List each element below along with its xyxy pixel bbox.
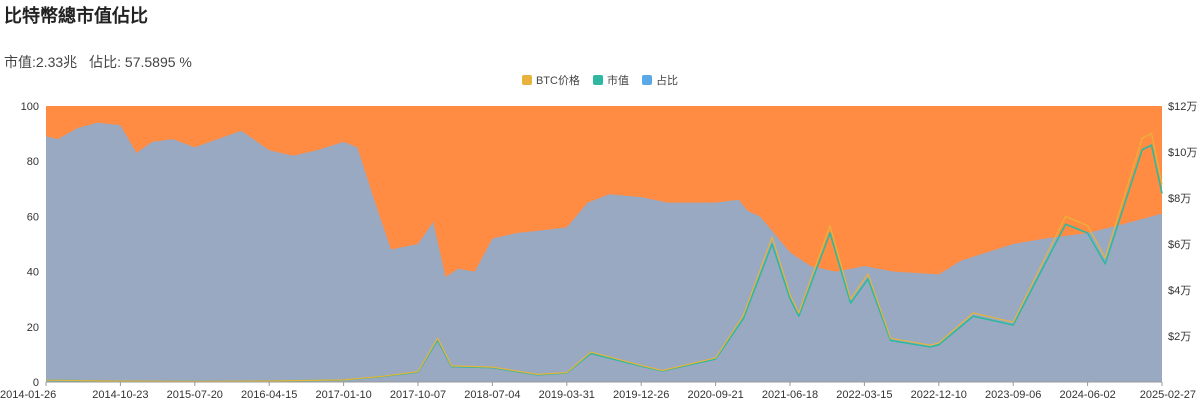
y-left-tick-label: 100	[21, 101, 39, 113]
y-right-tick-label: $6万	[1168, 239, 1191, 251]
x-tick-label: 2014-01-26	[0, 389, 56, 401]
x-tick-label: 2023-09-06	[985, 389, 1041, 401]
y-left-tick-label: 60	[27, 211, 39, 223]
y-left-tick-label: 40	[27, 267, 39, 279]
legend-label-btc-price: BTC价格	[535, 75, 580, 87]
legend-item-btc-price[interactable]: BTC价格	[521, 72, 580, 88]
x-tick-label: 2020-09-21	[687, 389, 743, 401]
y-right-tick-label: $2万	[1168, 331, 1191, 343]
x-tick-label: 2021-06-18	[762, 389, 818, 401]
y-left-tick-label: 20	[27, 322, 39, 334]
x-tick-label: 2022-12-10	[911, 389, 967, 401]
y-right-tick-label: $10万	[1168, 147, 1197, 159]
y-right-tick-label: $8万	[1168, 193, 1191, 205]
legend-swatch-market-cap	[593, 75, 603, 85]
legend-item-market-cap[interactable]: 市值	[593, 72, 629, 88]
page-title: 比特幣總市值佔比	[4, 6, 148, 26]
y-right-tick-label: $12万	[1168, 101, 1197, 113]
y-left-tick-label: 0	[33, 377, 39, 389]
y-right-tick-label: $4万	[1168, 285, 1191, 297]
stats-line: 市值:2.33兆 佔比: 57.5895 %	[4, 52, 192, 72]
y-left-tick-label: 80	[27, 156, 39, 168]
x-tick-label: 2019-12-26	[613, 389, 669, 401]
chart-legend: BTC价格 市值 占比	[0, 72, 1200, 88]
legend-item-share[interactable]: 占比	[642, 72, 678, 88]
market-cap-label: 市值:	[4, 54, 36, 70]
legend-swatch-share	[642, 75, 653, 85]
btc-price-line	[45, 133, 1163, 382]
share-label: 佔比:	[89, 54, 122, 70]
x-tick-label: 2017-01-10	[315, 389, 371, 401]
market-cap-value: 2.33兆	[35, 54, 78, 70]
x-tick-label: 2019-03-31	[539, 389, 595, 401]
x-tick-label: 2025-02-27	[1140, 389, 1196, 401]
legend-label-market-cap: 市值	[607, 75, 629, 87]
x-tick-label: 2022-03-15	[836, 389, 892, 401]
x-tick-label: 2014-10-23	[92, 389, 148, 401]
legend-label-share: 占比	[656, 75, 679, 87]
x-tick-label: 2024-06-02	[1059, 389, 1115, 401]
x-tick-label: 2016-04-15	[241, 389, 297, 401]
x-tick-label: 2018-07-04	[464, 389, 520, 401]
legend-swatch-btc-price	[521, 75, 532, 85]
x-tick-label: 2017-10-07	[390, 389, 446, 401]
x-tick-label: 2015-07-20	[167, 389, 223, 401]
share-value: 57.5895 %	[124, 54, 192, 70]
